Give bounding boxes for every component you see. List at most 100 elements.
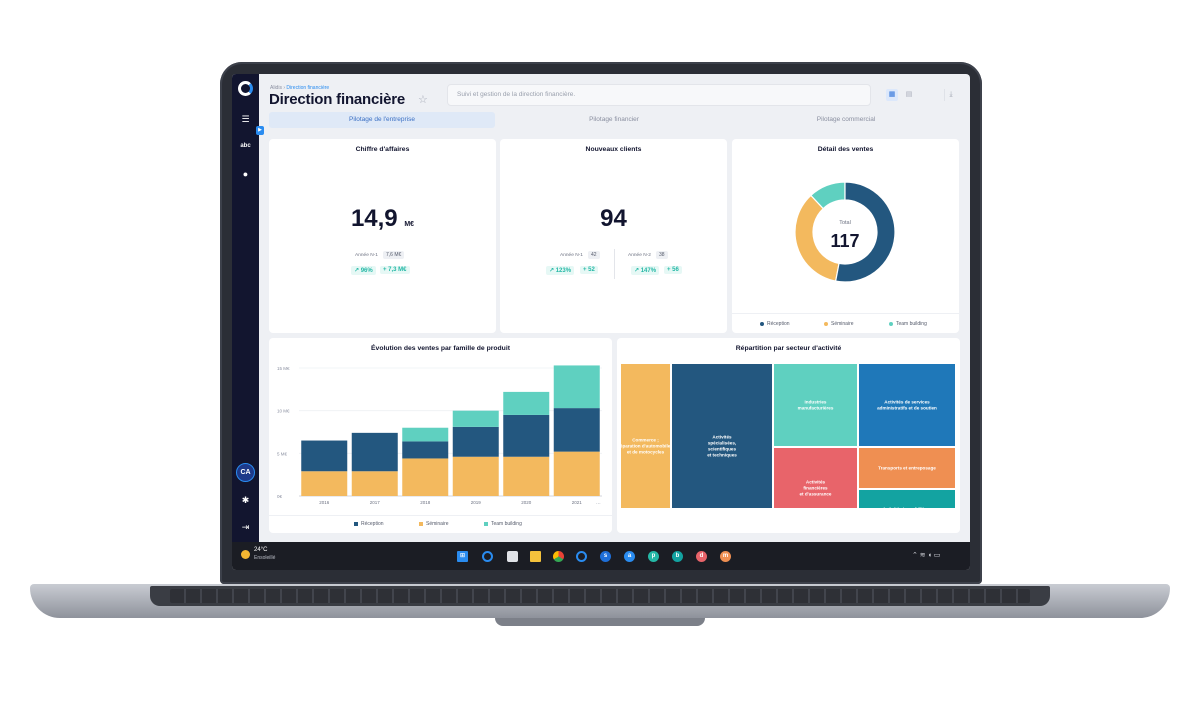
windows-icon[interactable]: ⊞ xyxy=(457,551,468,562)
laptop-notch xyxy=(495,618,705,626)
n2-growth-percent: ↗ 147% xyxy=(631,266,660,275)
n2-growth-diff: + 56 xyxy=(664,266,682,274)
legend-item-reception[interactable]: Réception xyxy=(354,521,384,527)
logout-icon[interactable]: ⇥ xyxy=(241,522,250,532)
search-input[interactable]: Suivi et gestion de la direction financi… xyxy=(447,84,871,106)
donut-center-label: Total xyxy=(839,220,851,226)
p-app-icon[interactable]: p xyxy=(648,551,659,562)
bar-segment xyxy=(351,471,398,496)
legend-label: Réception xyxy=(361,521,384,527)
kpi-value: 14,9 M€ xyxy=(269,205,496,233)
legend-swatch xyxy=(760,321,764,326)
treemap-tile xyxy=(672,364,772,508)
folder-icon[interactable] xyxy=(530,551,541,562)
treemap-tile xyxy=(774,364,857,446)
legend-item-seminaire[interactable]: Séminaire xyxy=(824,321,854,327)
n1-label: Année N-1 xyxy=(560,253,583,258)
kpi-number: 94 xyxy=(600,205,627,232)
tab-pilotage-financier[interactable]: Pilotage financier xyxy=(589,116,639,123)
bar-segment xyxy=(452,410,499,427)
treemap-label: Transports et entreposage xyxy=(878,466,936,471)
download-icon[interactable]: ⤓ xyxy=(944,89,957,101)
legend-swatch xyxy=(824,321,828,326)
abc-icon[interactable]: abc xyxy=(240,143,251,149)
m-app-icon[interactable]: m xyxy=(720,551,731,562)
bar-segment xyxy=(301,440,348,472)
card-evolution-ventes: Évolution des ventes par famille de prod… xyxy=(269,338,612,533)
tab-pilotage-commercial[interactable]: Pilotage commercial xyxy=(816,116,876,123)
avatar[interactable]: CA xyxy=(236,463,255,482)
info-icon[interactable]: ● xyxy=(242,169,249,179)
expand-sidebar-icon[interactable]: ▶ xyxy=(256,126,264,135)
legend-swatch xyxy=(354,521,358,526)
bar-segment xyxy=(452,426,499,457)
taskbar: 24°C Ensoleillé ⊞ s a p b d m ⌃ ≋ ◖ ▭ xyxy=(232,542,970,570)
breadcrumb-root[interactable]: Alidis xyxy=(270,85,282,91)
filter-icon[interactable]: ☰ xyxy=(241,114,250,124)
s-app-icon[interactable]: s xyxy=(600,551,611,562)
legend-item-team-building[interactable]: Team building xyxy=(889,321,927,327)
star-icon[interactable]: ☆ xyxy=(418,94,428,106)
b-app-icon[interactable]: b xyxy=(672,551,683,562)
legend-item-team-building[interactable]: Team building xyxy=(484,521,522,527)
card-chiffre-affaires: Chiffre d'affaires 14,9 M€ Année N-1 7,6… xyxy=(269,139,496,333)
bar-segment xyxy=(503,456,550,496)
treemap-chart: Commerce ; réparation d'automobiles et de … xyxy=(618,364,955,509)
bar-segment xyxy=(452,456,499,496)
card-nouveaux-clients: Nouveaux clients 94 Année N-1 42 ↗ 123% … xyxy=(500,139,727,333)
n1-value: 42 xyxy=(588,251,600,259)
more-options-icon[interactable]: ⋯ xyxy=(596,501,601,507)
y-tick-label: 5 M€ xyxy=(277,451,288,456)
x-tick-label: 2021 xyxy=(572,500,583,505)
breadcrumb: Alidis › Direction financière xyxy=(270,85,329,91)
d-app-icon[interactable]: d xyxy=(696,551,707,562)
legend-item-seminaire[interactable]: Séminaire xyxy=(419,521,449,527)
system-tray-icons[interactable]: ⌃ ≋ ◖ ▭ xyxy=(912,552,941,559)
growth-percent: ↗ 96% xyxy=(351,266,376,275)
chrome-icon[interactable] xyxy=(553,551,564,562)
list-view-icon[interactable]: ▤ xyxy=(905,91,913,98)
treemap-label: Commerce ; réparation d'automobiles et de … xyxy=(618,438,673,455)
search-icon[interactable] xyxy=(482,551,493,562)
bar-segment xyxy=(553,408,600,452)
card-repartition-secteur: Répartition par secteur d'activité Comme… xyxy=(617,338,960,533)
treemap-tile xyxy=(859,448,955,488)
donut-center-value: 117 xyxy=(830,231,859,251)
taskview-icon[interactable] xyxy=(507,551,518,562)
x-tick-label: 2019 xyxy=(471,500,482,505)
bar-segment xyxy=(503,414,550,457)
bar-segment xyxy=(301,471,348,496)
x-tick-label: 2018 xyxy=(420,500,431,505)
donut-slice xyxy=(794,194,840,282)
donut-slice xyxy=(834,181,896,283)
x-tick-label: 2016 xyxy=(319,500,330,505)
treemap-label: Activités spécialisées, scientifiques et te… xyxy=(707,435,737,458)
treemap-label: Activités immobilières xyxy=(883,507,932,509)
grid-view-icon[interactable]: ▦ xyxy=(886,89,898,101)
legend-label: Séminaire xyxy=(831,321,854,327)
logo-icon[interactable] xyxy=(238,81,253,96)
stacked-bar-chart: 0€ 5 M€ 10 M€ 15 M€ 2016 2017 2018 2019 2020 2021 xyxy=(277,365,602,505)
treemap-label: Industries manufacturières xyxy=(798,400,834,411)
legend-divider xyxy=(269,515,612,516)
weather-temp: 24°C xyxy=(254,547,268,553)
alidis-icon[interactable] xyxy=(576,551,587,562)
treemap-tile xyxy=(621,364,670,508)
sun-icon xyxy=(241,550,250,559)
a-app-icon[interactable]: a xyxy=(624,551,635,562)
growth-diff: + 7,3 M€ xyxy=(380,266,410,274)
keyboard-keys xyxy=(170,589,1030,603)
treemap-label: Activités de services administratifs et d… xyxy=(877,400,937,411)
legend-item-reception[interactable]: Réception xyxy=(760,321,790,327)
tab-pilotage-entreprise[interactable]: Pilotage de l'entreprise xyxy=(269,112,495,128)
bar-segment xyxy=(402,427,449,442)
page-title: Direction financière xyxy=(269,91,406,108)
settings-icon[interactable]: ✱ xyxy=(241,495,250,505)
prev-year-label: Année N-1 xyxy=(355,253,378,258)
kpi-number: 14,9 xyxy=(350,205,398,232)
breadcrumb-current: Direction financière xyxy=(286,85,330,91)
bar-segment xyxy=(402,458,449,496)
y-tick-label: 15 M€ xyxy=(277,366,290,371)
legend-swatch xyxy=(484,521,488,526)
n1-growth-diff: + 52 xyxy=(580,266,598,274)
